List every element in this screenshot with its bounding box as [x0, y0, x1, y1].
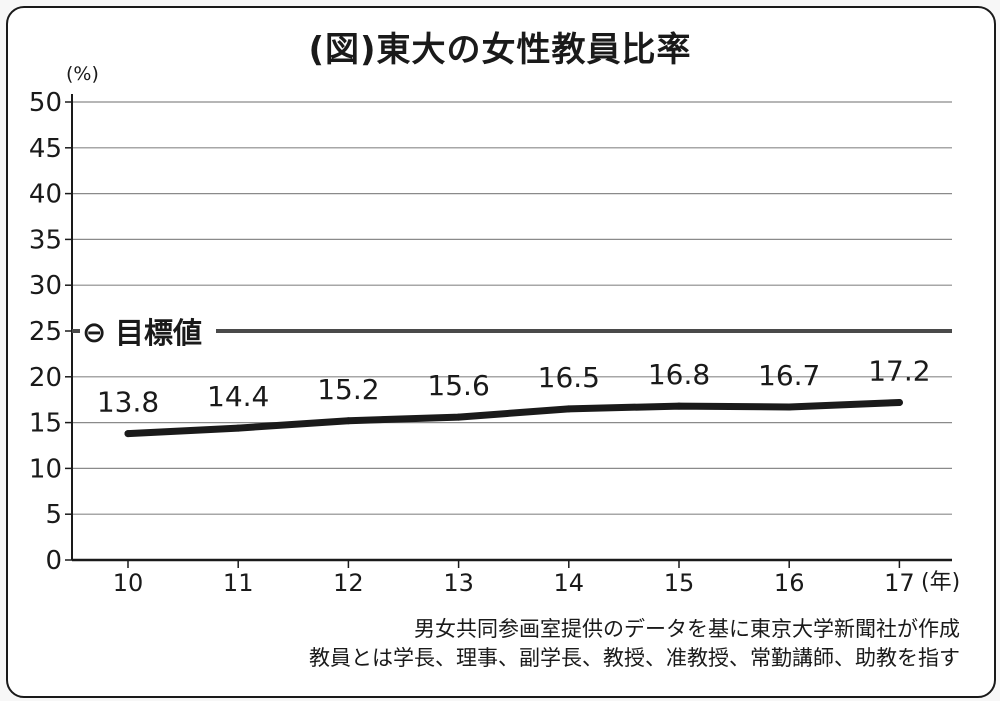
data-label: 13.8: [97, 386, 159, 419]
target-label-background: [80, 311, 216, 351]
x-tick-label: 11: [223, 569, 254, 597]
data-label: 16.8: [648, 358, 710, 391]
data-point: [785, 403, 793, 411]
data-label: 16.7: [758, 359, 820, 392]
x-axis-unit: (年): [921, 570, 960, 595]
source-notes: 男女共同参画室提供のデータを基に東京大学新聞社が作成 教員とは学長、理事、副学長…: [309, 615, 960, 673]
series-line: [124, 398, 903, 438]
data-label: 15.6: [427, 369, 489, 402]
data-label: 15.2: [317, 373, 379, 406]
x-tick-label: 16: [774, 569, 805, 597]
data-point: [455, 413, 463, 421]
chart-frame: [6, 6, 996, 698]
y-tick-label: 0: [45, 546, 62, 576]
y-tick-label: 45: [29, 134, 62, 164]
x-tick-label: 17: [884, 569, 915, 597]
data-point: [675, 402, 683, 410]
x-tick-label: 10: [113, 569, 144, 597]
y-tick-label: 10: [29, 454, 62, 484]
y-tick-label: 20: [29, 363, 62, 393]
x-tick-label: 13: [443, 569, 474, 597]
target-marker: ⊖: [82, 315, 106, 349]
data-point: [565, 405, 573, 413]
y-axis-unit: (%): [66, 63, 99, 85]
data-point: [234, 424, 242, 432]
y-tick-label: 25: [29, 317, 62, 347]
y-tick-label: 50: [29, 88, 62, 118]
data-point: [344, 417, 352, 425]
target-label: 目標値: [115, 316, 202, 350]
y-tick-label: 5: [45, 500, 62, 530]
y-tick-label: 30: [29, 271, 62, 301]
data-point: [895, 398, 903, 406]
data-point: [124, 430, 132, 438]
data-label: 17.2: [868, 354, 930, 387]
x-tick-label: 14: [554, 569, 585, 597]
y-tick-label: 40: [29, 180, 62, 210]
y-tick-label: 15: [29, 409, 62, 439]
source-note: 男女共同参画室提供のデータを基に東京大学新聞社が作成: [414, 617, 960, 641]
y-tick-label: 35: [29, 225, 62, 255]
x-tick-label: 12: [333, 569, 364, 597]
data-label: 16.5: [538, 361, 600, 394]
definition-note: 教員とは学長、理事、副学長、教授、准教授、常勤講師、助教を指す: [309, 646, 960, 670]
chart-title: (図)東大の女性教員比率: [308, 30, 692, 70]
data-label: 14.4: [207, 380, 269, 413]
x-tick-label: 15: [664, 569, 695, 597]
